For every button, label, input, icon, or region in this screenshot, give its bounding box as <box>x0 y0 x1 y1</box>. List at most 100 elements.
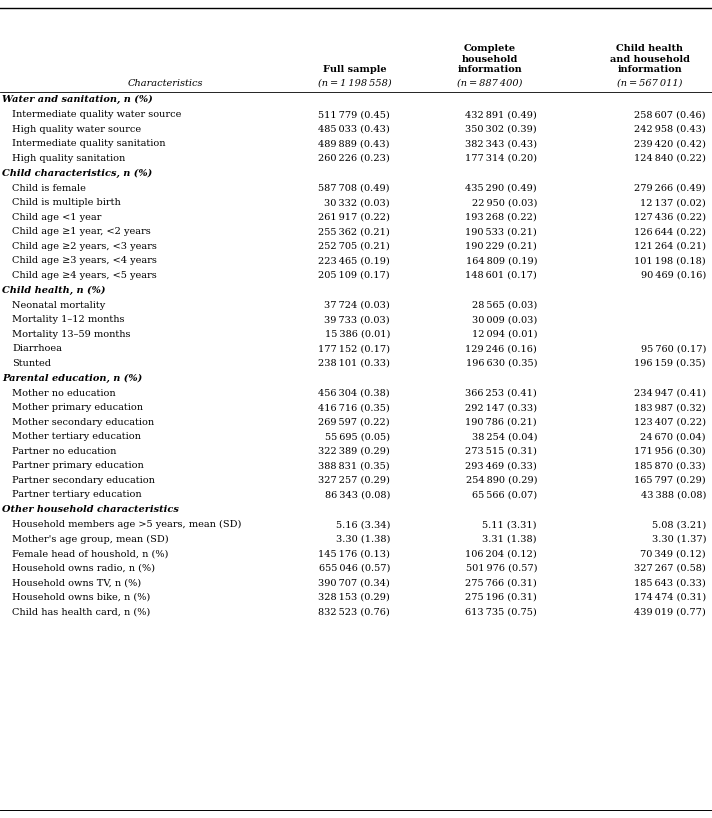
Text: (n = 1 198 558): (n = 1 198 558) <box>318 79 392 88</box>
Text: 322 389 (0.29): 322 389 (0.29) <box>318 447 390 456</box>
Text: 205 109 (0.17): 205 109 (0.17) <box>318 271 390 280</box>
Text: Partner no education: Partner no education <box>12 447 116 456</box>
Text: 126 644 (0.22): 126 644 (0.22) <box>634 227 706 236</box>
Text: 43 388 (0.08): 43 388 (0.08) <box>641 490 706 499</box>
Text: Diarrhoea: Diarrhoea <box>12 344 62 353</box>
Text: Parental education, n (%): Parental education, n (%) <box>2 374 142 383</box>
Text: 183 987 (0.32): 183 987 (0.32) <box>634 403 706 412</box>
Text: Stunted: Stunted <box>12 359 51 368</box>
Text: 3.30 (1.38): 3.30 (1.38) <box>335 535 390 544</box>
Text: 832 523 (0.76): 832 523 (0.76) <box>318 607 390 616</box>
Text: 37 724 (0.03): 37 724 (0.03) <box>324 301 390 310</box>
Text: Household members age >5 years, mean (SD): Household members age >5 years, mean (SD… <box>12 520 241 529</box>
Text: 124 840 (0.22): 124 840 (0.22) <box>634 154 706 163</box>
Text: Intermediate quality sanitation: Intermediate quality sanitation <box>12 139 165 148</box>
Text: Full sample: Full sample <box>323 65 387 74</box>
Text: 260 226 (0.23): 260 226 (0.23) <box>318 154 390 163</box>
Text: 127 436 (0.22): 127 436 (0.22) <box>634 213 706 222</box>
Text: 3.30 (1.37): 3.30 (1.37) <box>651 535 706 544</box>
Text: 177 314 (0.20): 177 314 (0.20) <box>465 154 537 163</box>
Text: 489 889 (0.43): 489 889 (0.43) <box>318 139 390 148</box>
Text: 55 695 (0.05): 55 695 (0.05) <box>325 432 390 441</box>
Text: Water and sanitation, n (%): Water and sanitation, n (%) <box>2 95 153 105</box>
Text: 501 976 (0.57): 501 976 (0.57) <box>466 564 537 573</box>
Text: 328 153 (0.29): 328 153 (0.29) <box>318 593 390 602</box>
Text: 275 196 (0.31): 275 196 (0.31) <box>465 593 537 602</box>
Text: 350 302 (0.39): 350 302 (0.39) <box>466 125 537 134</box>
Text: 196 159 (0.35): 196 159 (0.35) <box>634 359 706 368</box>
Text: Partner primary education: Partner primary education <box>12 461 144 470</box>
Text: 511 779 (0.45): 511 779 (0.45) <box>318 110 390 119</box>
Text: 5.11 (3.31): 5.11 (3.31) <box>483 520 537 529</box>
Text: 22 950 (0.03): 22 950 (0.03) <box>471 198 537 207</box>
Text: Child age ≥1 year, <2 years: Child age ≥1 year, <2 years <box>12 227 151 236</box>
Text: 171 956 (0.30): 171 956 (0.30) <box>634 447 706 456</box>
Text: 416 716 (0.35): 416 716 (0.35) <box>318 403 390 412</box>
Text: High quality water source: High quality water source <box>12 125 141 134</box>
Text: 190 786 (0.21): 190 786 (0.21) <box>466 418 537 427</box>
Text: 390 707 (0.34): 390 707 (0.34) <box>318 578 390 587</box>
Text: Mortality 1–12 months: Mortality 1–12 months <box>12 315 125 324</box>
Text: 439 019 (0.77): 439 019 (0.77) <box>634 607 706 616</box>
Text: Mother's age group, mean (SD): Mother's age group, mean (SD) <box>12 535 169 544</box>
Text: 223 465 (0.19): 223 465 (0.19) <box>318 256 390 265</box>
Text: 174 474 (0.31): 174 474 (0.31) <box>634 593 706 602</box>
Text: Child characteristics, n (%): Child characteristics, n (%) <box>2 169 152 178</box>
Text: Child age ≥2 years, <3 years: Child age ≥2 years, <3 years <box>12 242 157 251</box>
Text: Mother secondary education: Mother secondary education <box>12 418 154 427</box>
Text: 255 362 (0.21): 255 362 (0.21) <box>318 227 390 236</box>
Text: 190 533 (0.21): 190 533 (0.21) <box>465 227 537 236</box>
Text: 95 760 (0.17): 95 760 (0.17) <box>641 344 706 353</box>
Text: 432 891 (0.49): 432 891 (0.49) <box>465 110 537 119</box>
Text: Child age ≥3 years, <4 years: Child age ≥3 years, <4 years <box>12 256 157 265</box>
Text: 39 733 (0.03): 39 733 (0.03) <box>325 315 390 324</box>
Text: 238 101 (0.33): 238 101 (0.33) <box>318 359 390 368</box>
Text: 38 254 (0.04): 38 254 (0.04) <box>471 432 537 441</box>
Text: 587 708 (0.49): 587 708 (0.49) <box>318 184 390 193</box>
Text: 242 958 (0.43): 242 958 (0.43) <box>634 125 706 134</box>
Text: 196 630 (0.35): 196 630 (0.35) <box>466 359 537 368</box>
Text: 28 565 (0.03): 28 565 (0.03) <box>472 301 537 310</box>
Text: 129 246 (0.16): 129 246 (0.16) <box>465 344 537 353</box>
Text: 275 766 (0.31): 275 766 (0.31) <box>465 578 537 587</box>
Text: (n = 567 011): (n = 567 011) <box>617 79 683 88</box>
Text: 252 705 (0.21): 252 705 (0.21) <box>318 242 390 251</box>
Text: Child health, n (%): Child health, n (%) <box>2 285 105 294</box>
Text: 190 229 (0.21): 190 229 (0.21) <box>465 242 537 251</box>
Text: 177 152 (0.17): 177 152 (0.17) <box>318 344 390 353</box>
Text: 485 033 (0.43): 485 033 (0.43) <box>318 125 390 134</box>
Text: 30 332 (0.03): 30 332 (0.03) <box>325 198 390 207</box>
Text: Child age <1 year: Child age <1 year <box>12 213 101 222</box>
Text: Household owns bike, n (%): Household owns bike, n (%) <box>12 593 150 602</box>
Text: 165 797 (0.29): 165 797 (0.29) <box>634 476 706 485</box>
Text: Mother primary education: Mother primary education <box>12 403 143 412</box>
Text: 261 917 (0.22): 261 917 (0.22) <box>318 213 390 222</box>
Text: Female head of houshold, n (%): Female head of houshold, n (%) <box>12 549 168 558</box>
Text: 185 643 (0.33): 185 643 (0.33) <box>634 578 706 587</box>
Text: 30 009 (0.03): 30 009 (0.03) <box>472 315 537 324</box>
Text: Mortality 13–59 months: Mortality 13–59 months <box>12 330 130 339</box>
Text: 123 407 (0.22): 123 407 (0.22) <box>634 418 706 427</box>
Text: Child has health card, n (%): Child has health card, n (%) <box>12 607 150 616</box>
Text: Neonatal mortality: Neonatal mortality <box>12 301 105 310</box>
Text: 269 597 (0.22): 269 597 (0.22) <box>318 418 390 427</box>
Text: 292 147 (0.33): 292 147 (0.33) <box>465 403 537 412</box>
Text: 70 349 (0.12): 70 349 (0.12) <box>640 549 706 558</box>
Text: Household owns TV, n (%): Household owns TV, n (%) <box>12 578 141 587</box>
Text: 90 469 (0.16): 90 469 (0.16) <box>641 271 706 280</box>
Text: 293 469 (0.33): 293 469 (0.33) <box>465 461 537 470</box>
Text: 366 253 (0.41): 366 253 (0.41) <box>465 389 537 398</box>
Text: 86 343 (0.08): 86 343 (0.08) <box>325 490 390 499</box>
Text: 193 268 (0.22): 193 268 (0.22) <box>465 213 537 222</box>
Text: 106 204 (0.12): 106 204 (0.12) <box>465 549 537 558</box>
Text: 234 947 (0.41): 234 947 (0.41) <box>634 389 706 398</box>
Text: 456 304 (0.38): 456 304 (0.38) <box>318 389 390 398</box>
Text: 24 670 (0.04): 24 670 (0.04) <box>641 432 706 441</box>
Text: 327 257 (0.29): 327 257 (0.29) <box>318 476 390 485</box>
Text: Complete
household
information: Complete household information <box>458 44 523 74</box>
Text: 254 890 (0.29): 254 890 (0.29) <box>466 476 537 485</box>
Text: 239 420 (0.42): 239 420 (0.42) <box>634 139 706 148</box>
Text: 3.31 (1.38): 3.31 (1.38) <box>483 535 537 544</box>
Text: 121 264 (0.21): 121 264 (0.21) <box>634 242 706 251</box>
Text: 382 343 (0.43): 382 343 (0.43) <box>465 139 537 148</box>
